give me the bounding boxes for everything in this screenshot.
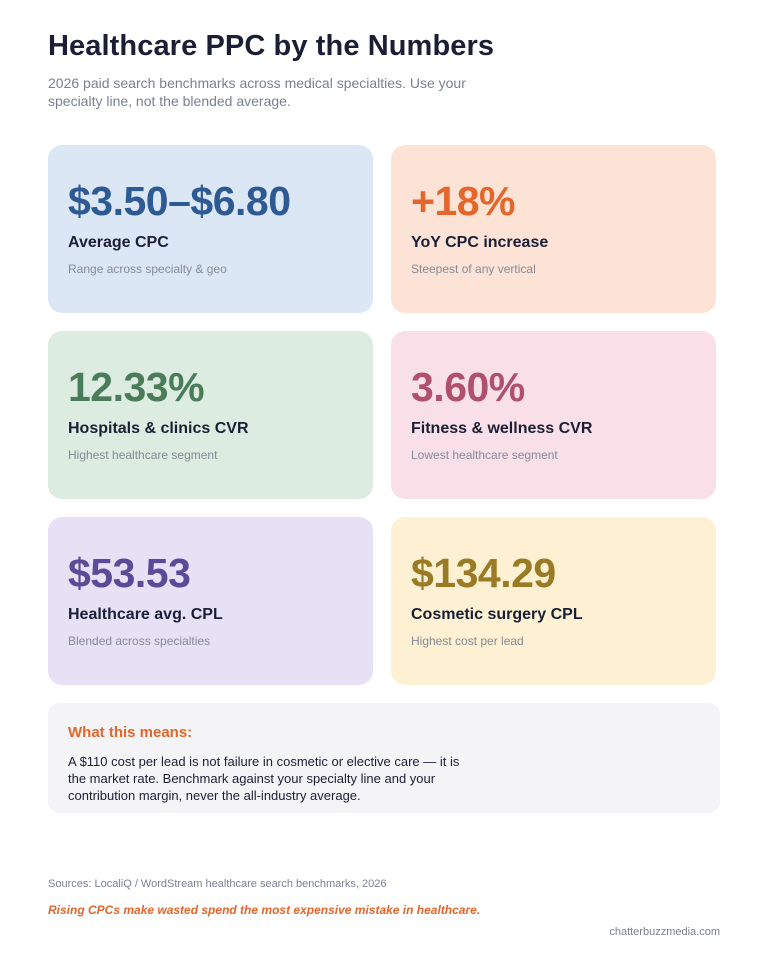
what-this-means-heading: What this means: xyxy=(68,724,193,741)
stat-card-cosmetic-cpl: $134.29 Cosmetic surgery CPL Highest cos… xyxy=(391,517,716,685)
stat-value: $53.53 xyxy=(68,550,191,596)
stat-label: Cosmetic surgery CPL xyxy=(411,606,583,623)
stat-value: 3.60% xyxy=(411,364,525,410)
stat-label: Healthcare avg. CPL xyxy=(68,606,223,623)
stat-note: Range across specialty & geo xyxy=(68,262,227,276)
sources-note: Sources: LocaliQ / WordStream healthcare… xyxy=(48,878,387,890)
stat-note: Steepest of any vertical xyxy=(411,262,536,276)
tagline: Rising CPCs make wasted spend the most e… xyxy=(48,903,481,917)
stat-value: $134.29 xyxy=(411,550,556,596)
stat-note: Lowest healthcare segment xyxy=(411,448,558,462)
page-title: Healthcare PPC by the Numbers xyxy=(48,30,495,62)
stat-card-hospitals-cvr: 12.33% Hospitals & clinics CVR Highest h… xyxy=(48,331,373,499)
page-subtitle: 2026 paid search benchmarks across medic… xyxy=(48,75,466,109)
stat-value: $3.50–$6.80 xyxy=(68,178,291,224)
stat-card-healthcare-cpl: $53.53 Healthcare avg. CPL Blended acros… xyxy=(48,517,373,685)
stat-value: 12.33% xyxy=(68,364,205,410)
stat-card-yoy-cpc-increase: +18% YoY CPC increase Steepest of any ve… xyxy=(391,145,716,313)
stat-value: +18% xyxy=(411,178,516,224)
stat-label: Hospitals & clinics CVR xyxy=(68,420,249,437)
stat-label: Fitness & wellness CVR xyxy=(411,420,593,437)
stat-card-average-cpc: $3.50–$6.80 Average CPC Range across spe… xyxy=(48,145,373,313)
what-this-means-body: A $110 cost per lead is not failure in c… xyxy=(68,754,460,803)
stat-note: Highest healthcare segment xyxy=(68,448,218,462)
stat-card-fitness-cvr: 3.60% Fitness & wellness CVR Lowest heal… xyxy=(391,331,716,499)
stat-label: YoY CPC increase xyxy=(411,234,549,251)
stat-note: Highest cost per lead xyxy=(411,634,524,648)
what-this-means-box: What this means: A $110 cost per lead is… xyxy=(48,703,720,813)
site-url: chatterbuzzmedia.com xyxy=(609,926,720,938)
stat-note: Blended across specialties xyxy=(68,634,211,648)
stat-label: Average CPC xyxy=(68,234,169,251)
